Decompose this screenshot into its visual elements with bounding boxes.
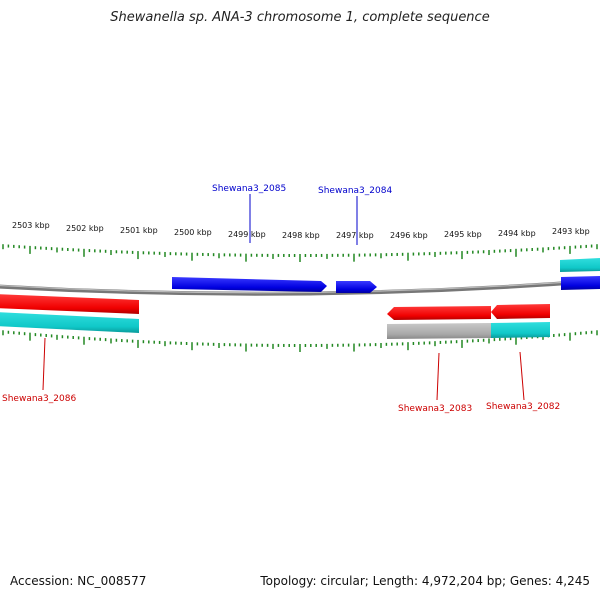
feature-Shewana3_2082-cds[interactable] [491, 322, 550, 338]
scale-tick-label: 2496 kbp [390, 231, 428, 240]
gene-label[interactable]: Shewana3_2082 [486, 402, 560, 412]
scale-tick-label: 2503 kbp [12, 221, 50, 230]
feature-Shewana3_2083-other[interactable] [387, 323, 491, 339]
scale-tick-label: 2495 kbp [444, 230, 482, 239]
scale-tick-label: 2500 kbp [174, 228, 212, 237]
gene-Shewana3_2083[interactable] [387, 306, 491, 320]
scale-labels: 2503 kbp 2502 kbp 2501 kbp 2500 kbp 2499… [12, 221, 590, 240]
label-leaders [42, 194, 525, 401]
gene-Shewana3_2085[interactable] [172, 277, 327, 292]
gene-label[interactable]: Shewana3_2084 [318, 186, 392, 196]
scale-tick-label: 2501 kbp [120, 226, 158, 235]
chromosome-backbone-highlight [0, 279, 600, 294]
scale-tick-label: 2502 kbp [66, 224, 104, 233]
gene-Shewana3_2082[interactable] [491, 304, 550, 319]
accession-text: Accession: NC_008577 [10, 574, 147, 588]
leader-Shewana3_2086 [42, 337, 46, 391]
gene-partial-forward[interactable] [561, 276, 600, 290]
gene-labels: Shewana3_2085 Shewana3_2084 Shewana3_208… [2, 184, 560, 414]
scale-tick-label: 2499 kbp [228, 230, 266, 239]
feature-Shewana3_2086-cds[interactable] [0, 312, 139, 333]
scale-tick-label: 2497 kbp [336, 231, 374, 240]
gene-label[interactable]: Shewana3_2083 [398, 404, 472, 414]
scale-tick-label: 2494 kbp [498, 229, 536, 238]
gene-Shewana3_2084[interactable] [336, 281, 377, 293]
leader-Shewana3_2083 [436, 352, 440, 401]
map-title: Shewanella sp. ANA-3 chromosome 1, compl… [110, 10, 490, 25]
reverse-genes [0, 294, 550, 339]
summary-text: Topology: circular; Length: 4,972,204 bp… [260, 574, 590, 588]
feature-partial-cyan-forward[interactable] [560, 258, 600, 272]
forward-genes [172, 258, 600, 293]
chromosome-backbone [0, 278, 600, 296]
gene-label[interactable]: Shewana3_2086 [2, 394, 76, 404]
scale-tick-label: 2498 kbp [282, 231, 320, 240]
gene-label[interactable]: Shewana3_2085 [212, 184, 286, 194]
scale-tick-label: 2493 kbp [552, 227, 590, 236]
leader-Shewana3_2082 [519, 351, 525, 401]
tick-rows [2, 244, 598, 352]
gene-Shewana3_2086[interactable] [0, 294, 139, 314]
